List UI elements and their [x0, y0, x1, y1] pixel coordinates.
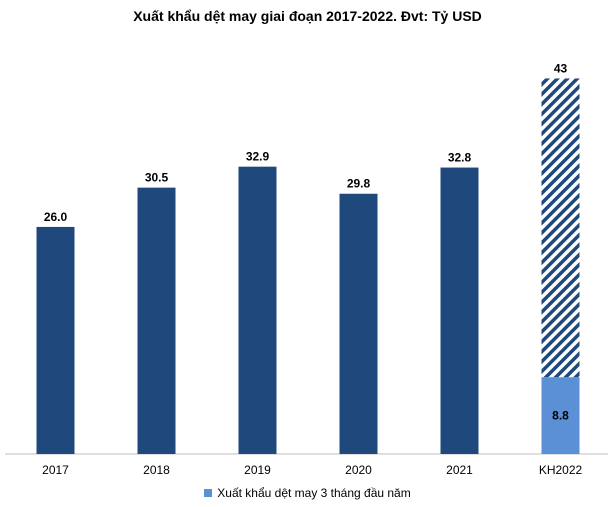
value-label-2017: 26.0	[44, 210, 68, 224]
value-label-KH2022: 43	[554, 61, 568, 75]
x-tick-label: 2018	[143, 463, 170, 477]
bar-2018	[137, 187, 176, 454]
bar-2021	[440, 167, 479, 454]
stacked-value-label: 8.8	[552, 409, 569, 423]
hatched-bar-KH2022	[541, 78, 580, 378]
legend-swatch	[204, 489, 213, 497]
value-label-2020: 29.8	[347, 177, 371, 191]
x-tick-label: 2021	[446, 463, 473, 477]
x-tick-label: 2017	[42, 463, 69, 477]
value-label-2018: 30.5	[145, 171, 169, 185]
bar-2017	[36, 226, 75, 454]
legend: Xuất khẩu dệt may 3 tháng đầu năm	[0, 486, 615, 500]
value-label-2021: 32.8	[448, 151, 472, 165]
x-tick-label: KH2022	[539, 463, 583, 477]
chart-title: Xuất khẩu dệt may giai đoạn 2017-2022. Đ…	[133, 8, 482, 24]
legend-label: Xuất khẩu dệt may 3 tháng đầu năm	[217, 486, 411, 500]
stacked-bar-KH2022	[541, 377, 580, 454]
x-tick-label: 2020	[345, 463, 372, 477]
value-label-2019: 32.9	[246, 150, 270, 164]
x-tick-label: 2019	[244, 463, 271, 477]
bar-2020	[339, 193, 378, 454]
bar-2019	[238, 166, 277, 454]
